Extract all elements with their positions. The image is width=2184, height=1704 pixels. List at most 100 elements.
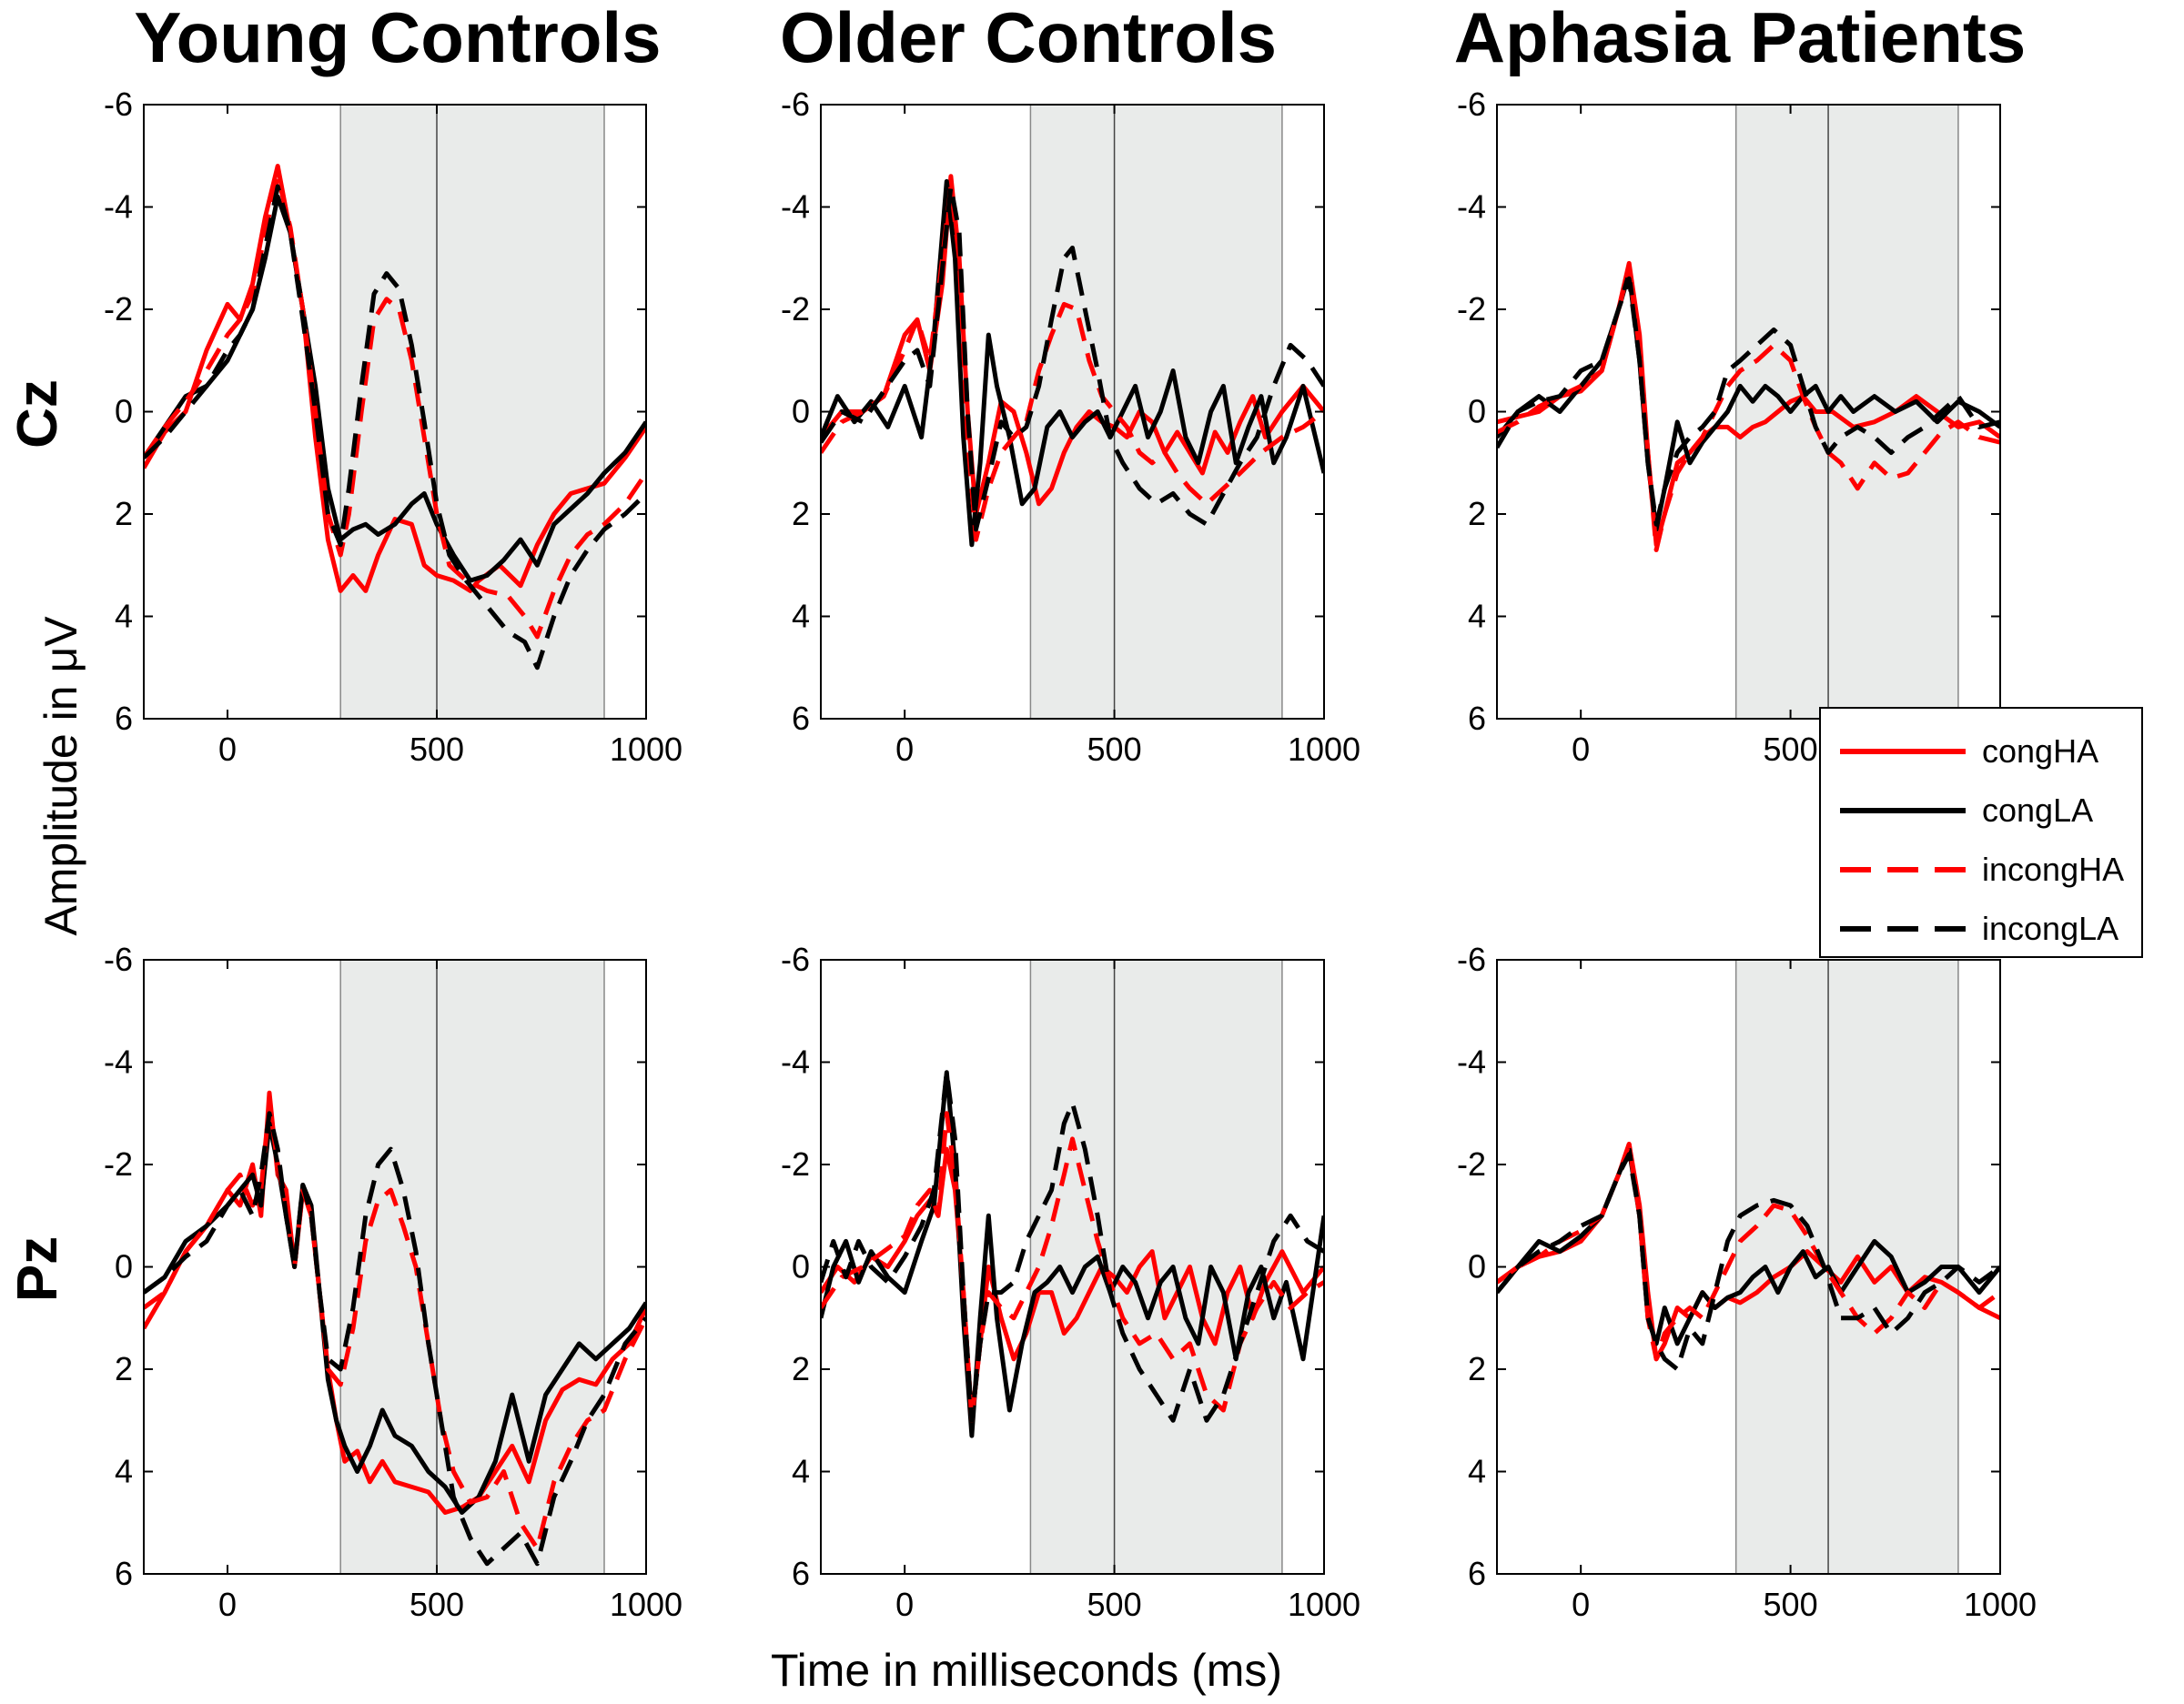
y-tick-label: -4 <box>104 1044 133 1081</box>
traces <box>1497 1142 2000 1372</box>
y-axis-title: Amplitude in μV <box>35 616 86 936</box>
panel-aphasia-patients-pz: -6 -4 -2 0 2 4 6 0 500 1000 <box>1457 941 2037 1623</box>
x-tick-label: 0 <box>1572 1586 1590 1623</box>
y-tick-label: -4 <box>104 188 133 226</box>
series-line-incongla <box>1497 276 2000 527</box>
y-tick-label: 6 <box>1468 1555 1486 1592</box>
row-label-pz: Pz <box>6 1236 69 1302</box>
x-tick-label: 1000 <box>1288 731 1360 768</box>
x-tick-label: 0 <box>218 1586 237 1623</box>
x-tick-label: 500 <box>1087 731 1142 768</box>
panels: -6 -4 -2 0 2 4 6 0 500 1000 -6 -4 -2 0 2 4 6 0 500 1000 -6 -4… <box>104 86 2037 1623</box>
y-tick-label: -6 <box>104 86 133 123</box>
row-label-cz: Cz <box>6 379 69 449</box>
traces <box>821 1070 1324 1438</box>
series-line-incongha <box>144 174 646 640</box>
shaded-window <box>339 104 605 720</box>
x-tick-label: 0 <box>895 1586 914 1623</box>
x-tick-label: 1000 <box>1288 1586 1360 1623</box>
y-tick-label: 0 <box>1468 1248 1486 1286</box>
y-tick-label: 4 <box>1468 1453 1486 1490</box>
series-line-incongla <box>144 1111 646 1567</box>
x-tick-label: 1000 <box>1964 1586 2037 1623</box>
traces <box>821 174 1324 548</box>
x-axis-title: Time in milliseconds (ms) <box>771 1645 1282 1696</box>
panel-young-controls-cz: -6 -4 -2 0 2 4 6 0 500 1000 <box>104 86 682 768</box>
panel-older-controls-cz: -6 -4 -2 0 2 4 6 0 500 1000 <box>781 86 1360 768</box>
y-tick-label: 4 <box>115 1453 133 1490</box>
shaded-window <box>339 959 605 1575</box>
series-line-incongla <box>1497 1152 2000 1372</box>
series-line-congha <box>144 164 646 593</box>
y-tick-label: 4 <box>792 598 810 635</box>
y-tick-label: 2 <box>1468 495 1486 532</box>
y-tick-label: 4 <box>115 598 133 635</box>
series-line-incongla <box>821 1070 1324 1423</box>
y-tick-label: 0 <box>115 393 133 430</box>
panel-older-controls-pz: -6 -4 -2 0 2 4 6 0 500 1000 <box>781 941 1360 1623</box>
y-tick-label: -2 <box>1457 1145 1486 1183</box>
x-tick-label: 500 <box>1764 731 1818 768</box>
x-tick-label: 500 <box>410 731 464 768</box>
x-tick-label: 0 <box>218 731 237 768</box>
y-tick-label: 6 <box>115 700 133 737</box>
y-tick-label: 0 <box>115 1248 133 1286</box>
shaded-window <box>1734 959 1959 1575</box>
shaded-window <box>1734 104 1959 720</box>
legend-label-incongHA: incongHA <box>1982 851 2124 888</box>
y-tick-label: 6 <box>1468 700 1486 737</box>
legend: congHA congLA incongHA incongLA <box>1819 707 2143 958</box>
legend-label-congLA: congLA <box>1982 792 2093 829</box>
column-title-young-controls: Young Controls <box>134 0 661 77</box>
y-tick-label: 2 <box>792 495 810 532</box>
x-tick-label: 1000 <box>610 731 682 768</box>
series-line-incongla <box>821 184 1324 532</box>
x-tick-label: 0 <box>895 731 914 768</box>
y-tick-label: 0 <box>792 1248 810 1286</box>
x-tick-label: 500 <box>1087 1586 1142 1623</box>
series-line-congha <box>144 1090 646 1515</box>
y-tick-label: -4 <box>1457 188 1486 226</box>
legend-label-congHA: congHA <box>1982 732 2098 770</box>
y-tick-label: -4 <box>1457 1044 1486 1081</box>
y-tick-label: 0 <box>1468 393 1486 430</box>
y-tick-label: -6 <box>1457 941 1486 978</box>
traces <box>1497 260 2000 552</box>
series-line-congla <box>821 1070 1324 1438</box>
shaded-window <box>1029 104 1283 720</box>
y-tick-label: -2 <box>104 1145 133 1183</box>
y-tick-label: 2 <box>115 1350 133 1387</box>
y-tick-label: -4 <box>781 1044 810 1081</box>
series-line-incongha <box>821 1111 1324 1423</box>
panel-young-controls-pz: -6 -4 -2 0 2 4 6 0 500 1000 <box>104 941 682 1623</box>
legend-label-incongLA: incongLA <box>1982 910 2118 947</box>
y-tick-label: -6 <box>781 86 810 123</box>
y-tick-label: -6 <box>1457 86 1486 123</box>
traces <box>144 164 646 671</box>
y-tick-label: 2 <box>1468 1350 1486 1387</box>
x-tick-label: 0 <box>1572 731 1590 768</box>
y-tick-label: -6 <box>781 941 810 978</box>
y-tick-label: 6 <box>115 1555 133 1592</box>
column-title-aphasia-patients: Aphasia Patients <box>1454 0 2027 77</box>
y-tick-label: -2 <box>781 1145 810 1183</box>
y-tick-label: 2 <box>115 495 133 532</box>
y-tick-label: 6 <box>792 1555 810 1592</box>
y-tick-label: -2 <box>781 290 810 328</box>
y-tick-label: -6 <box>104 941 133 978</box>
y-tick-label: 0 <box>792 393 810 430</box>
y-tick-label: -4 <box>781 188 810 226</box>
x-tick-label: 1000 <box>610 1586 682 1623</box>
y-tick-label: -2 <box>1457 290 1486 328</box>
column-title-older-controls: Older Controls <box>780 0 1277 77</box>
x-tick-label: 500 <box>1764 1586 1818 1623</box>
series-line-congla <box>144 1121 646 1515</box>
series-line-incongha <box>144 1101 646 1551</box>
y-tick-label: 4 <box>1468 598 1486 635</box>
y-tick-label: 2 <box>792 1350 810 1387</box>
series-line-congha <box>821 1146 1324 1423</box>
y-tick-label: 4 <box>792 1453 810 1490</box>
traces <box>144 1090 646 1567</box>
